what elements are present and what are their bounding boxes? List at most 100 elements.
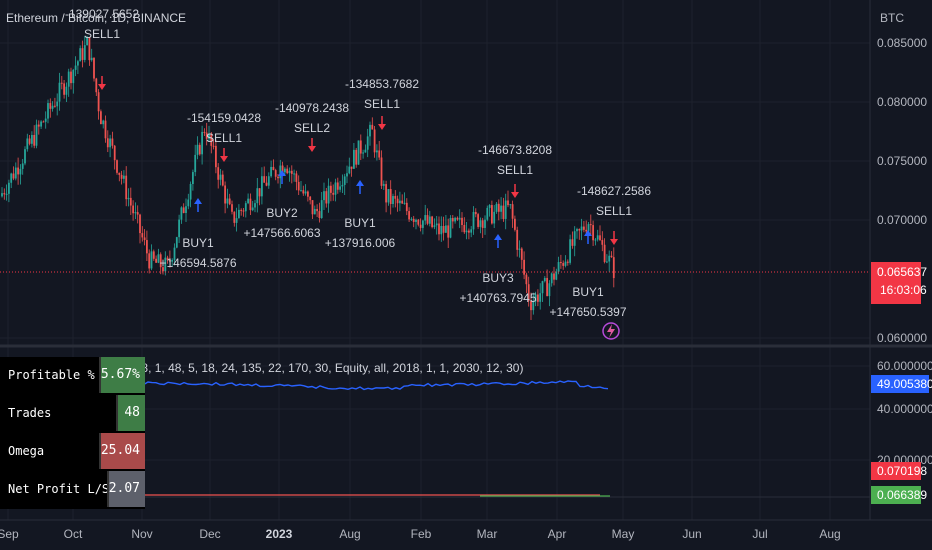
last-price-badge: 0.065637 16:03:06 [871,262,927,304]
candle [405,198,408,216]
stats-value: 48 [118,395,145,431]
candle [256,178,259,213]
time-tick: Apr [548,527,567,541]
candle [500,197,502,220]
equity-value-badge: 49.005380 [871,375,932,393]
candle [8,179,10,203]
candle [150,244,153,271]
candle [79,45,82,62]
candle [606,254,608,264]
trade-profit-label: -148627.2586 [577,184,651,198]
buy-arrow-icon [356,180,364,194]
candle [357,140,360,165]
stats-row: Profitable % 5.67% [0,357,145,395]
candle [313,205,316,215]
candle [265,176,268,187]
symbol-title[interactable]: Ethereum / Bitcoin, 1D, BINANCE [6,11,186,25]
candle [192,169,194,191]
time-tick: Dec [199,527,220,541]
candle [203,128,206,137]
candle [553,266,555,286]
green-value: 0.066389 [877,488,927,502]
lightning-icon[interactable] [602,322,620,340]
candle [210,132,213,154]
sell-arrow-icon [378,116,386,130]
candle [415,218,417,230]
candle [359,134,362,161]
candle [371,117,374,130]
buy-arrow-icon [278,170,286,184]
stats-row: Trades 48 [0,395,145,433]
candle [49,98,52,118]
candle [537,289,539,307]
candle [497,199,500,221]
candle [17,157,19,185]
candle [412,215,415,228]
trade-signal-label: BUY3 [482,271,514,285]
candle [438,216,440,241]
time-tick: Jun [682,527,701,541]
trade-profit-label: -139027.5652 [65,7,139,21]
candle [60,75,63,90]
candle [557,256,560,275]
candle [125,166,128,207]
candle [539,283,542,310]
candle [21,158,24,175]
candle [410,217,413,221]
price-tick: 0.085000 [877,36,927,50]
candle [120,170,123,185]
candle [520,247,523,269]
candle [491,200,493,225]
candle [451,215,454,229]
candle [343,173,346,196]
candle [562,260,565,270]
candle [134,202,137,220]
candle [129,187,132,215]
time-axis[interactable]: Aug Sep Oct Nov Dec 2023 Feb Mar Apr May Jun Jul Aug [0,527,841,541]
candle [376,144,378,161]
candle [127,188,130,207]
candle [267,172,270,189]
candle [461,212,463,233]
candle [277,174,279,184]
candle [109,134,111,158]
candle [599,225,601,241]
candle [341,174,344,194]
candlestick-series [1,35,615,320]
candle [403,192,406,205]
candle [399,191,401,212]
candle [445,215,447,233]
candle [95,77,98,96]
candle [139,213,141,244]
stats-value: 5.67% [100,357,145,393]
candle [86,35,88,46]
candle [182,203,185,214]
candle [274,168,277,181]
candle [51,101,54,112]
buy-arrow-icon [494,234,502,248]
buy-arrow-icon [194,198,202,212]
candle [514,215,516,232]
candle [141,226,144,242]
candle [180,206,183,224]
candle [316,204,318,217]
trade-profit-label: +147650.5397 [549,305,626,319]
candle [65,82,68,103]
candle [249,193,252,216]
stats-row: Net Profit L/S Ra2.07 [0,471,145,509]
candle [380,150,383,189]
candle [408,207,410,223]
candle [422,219,424,235]
candle [323,182,325,211]
candle [155,255,157,263]
candle [401,194,404,204]
stats-row: Omega 25.04 [0,433,145,471]
candle [525,272,528,294]
sell-arrow-icon [98,76,106,90]
candle [474,208,477,218]
price-axis[interactable]: BTC 0.085000 0.080000 0.075000 0.070000 … [877,11,927,345]
candle [221,170,224,187]
candle [392,193,394,208]
candle [1,187,3,198]
